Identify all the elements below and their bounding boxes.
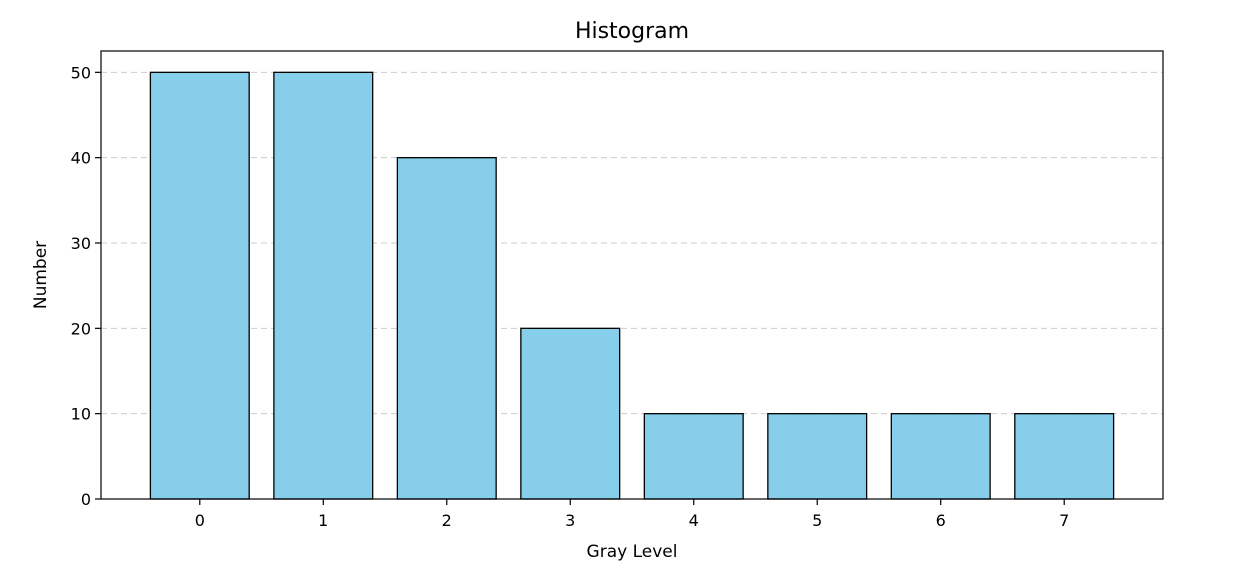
x-tick-label: 7 [1059, 511, 1069, 530]
y-axis: 0 10 20 30 40 50 [71, 63, 101, 509]
plot-frame [100, 50, 1164, 500]
x-tick-label: 0 [195, 511, 205, 530]
bar [149, 71, 250, 500]
y-tick-label: 10 [71, 405, 91, 424]
x-axis: 0 1 2 3 4 5 6 7 [195, 499, 1069, 530]
chart-title: Histogram [575, 19, 689, 44]
y-tick-label: 0 [81, 490, 91, 509]
x-tick-label: 5 [812, 511, 822, 530]
bars-layer [149, 71, 1115, 500]
grid-layer [101, 71, 1163, 415]
y-tick-label: 30 [71, 234, 91, 253]
y-tick-label: 40 [71, 149, 91, 168]
x-tick-label: 4 [689, 511, 699, 530]
bar [890, 413, 991, 500]
bar [643, 413, 744, 500]
y-tick-label: 50 [71, 63, 91, 82]
bar [767, 413, 868, 500]
bar [1014, 413, 1115, 500]
x-tick-label: 6 [936, 511, 946, 530]
x-tick-label: 2 [442, 511, 452, 530]
bar [273, 71, 374, 500]
x-tick-label: 3 [565, 511, 575, 530]
y-axis-label: Number [31, 241, 51, 309]
y-tick-label: 20 [71, 319, 91, 338]
x-tick-label: 1 [318, 511, 328, 530]
bar [396, 157, 497, 500]
bar [520, 327, 621, 500]
x-axis-label: Gray Level [587, 542, 678, 562]
